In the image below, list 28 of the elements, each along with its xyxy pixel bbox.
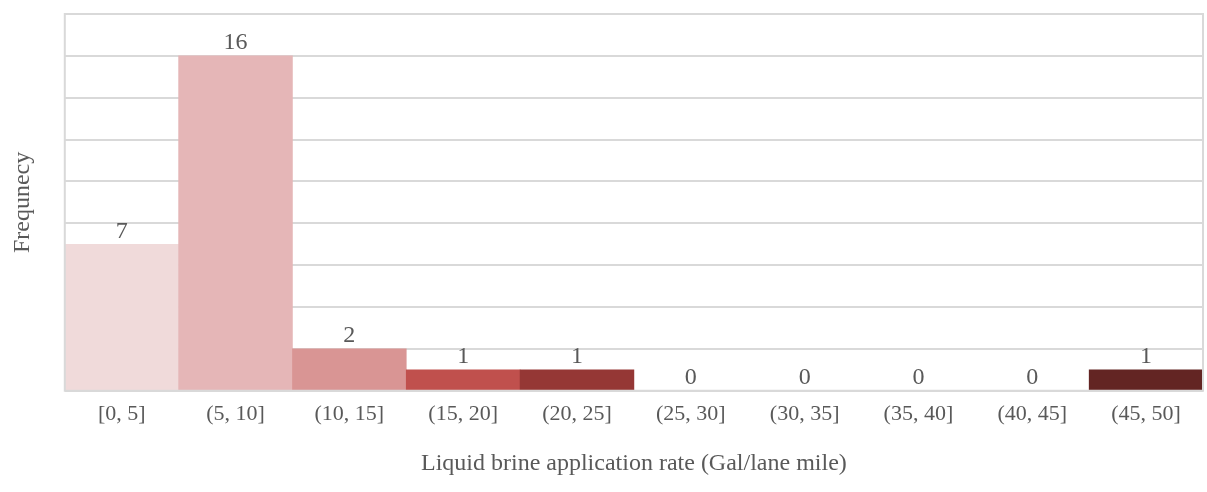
x-tick-label: (40, 45] bbox=[997, 399, 1068, 425]
bar bbox=[178, 55, 293, 391]
x-tick-label: [0, 5] bbox=[97, 399, 146, 425]
bar bbox=[1088, 369, 1203, 391]
x-tick-label: (20, 25] bbox=[542, 399, 612, 425]
x-tick-label: (25, 30] bbox=[655, 399, 726, 425]
data-label: 7 bbox=[115, 216, 128, 243]
data-label: 1 bbox=[570, 342, 583, 369]
x-tick-label: (45, 50] bbox=[1111, 399, 1181, 425]
x-tick-label: (15, 20] bbox=[428, 399, 498, 425]
bar bbox=[292, 348, 407, 391]
x-tick-label: (35, 40] bbox=[883, 399, 954, 425]
bar bbox=[64, 243, 179, 391]
data-label: 1 bbox=[457, 342, 470, 369]
x-tick-label: (5, 10] bbox=[206, 399, 265, 425]
data-label: 16 bbox=[223, 28, 248, 55]
y-axis-title: Frequnecy bbox=[7, 151, 34, 254]
data-label: 0 bbox=[684, 363, 697, 390]
x-tick-label: (30, 35] bbox=[769, 399, 840, 425]
x-axis-title: Liquid brine application rate (Gal/lane mile) bbox=[420, 448, 847, 475]
data-label: 0 bbox=[1026, 363, 1039, 390]
x-tick-label: (10, 15] bbox=[314, 399, 385, 425]
data-label: 1 bbox=[1140, 342, 1153, 369]
data-label: 2 bbox=[343, 321, 356, 348]
bar bbox=[519, 369, 635, 391]
data-label: 0 bbox=[912, 363, 925, 390]
data-label: 0 bbox=[798, 363, 811, 390]
bar bbox=[405, 369, 521, 391]
